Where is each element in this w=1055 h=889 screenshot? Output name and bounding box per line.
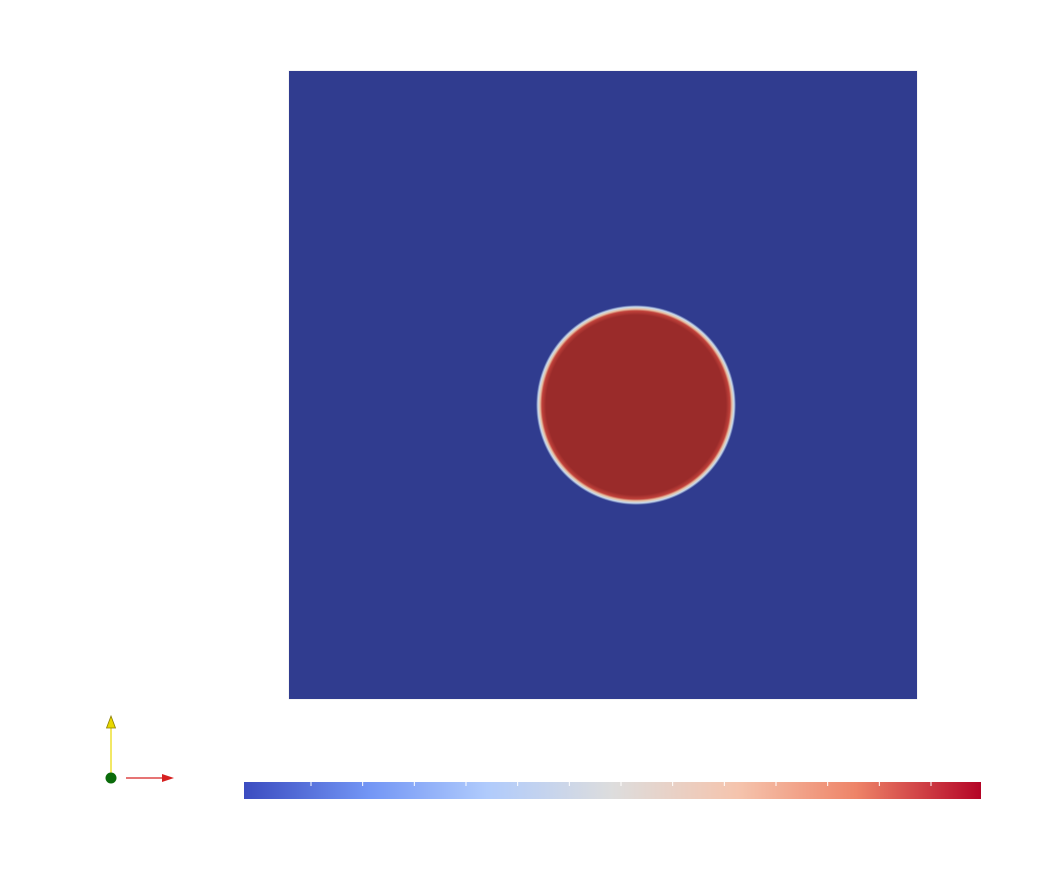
color-legend-bar <box>244 782 981 799</box>
circular-inclusion <box>536 305 736 505</box>
z-axis-dot-icon <box>106 773 117 784</box>
x-axis-arrow-icon <box>162 774 174 782</box>
orientation-axes[interactable] <box>90 710 200 800</box>
y-axis-arrow-icon <box>107 716 116 728</box>
colorbar-gradient <box>244 782 981 799</box>
render-domain[interactable] <box>289 71 917 699</box>
